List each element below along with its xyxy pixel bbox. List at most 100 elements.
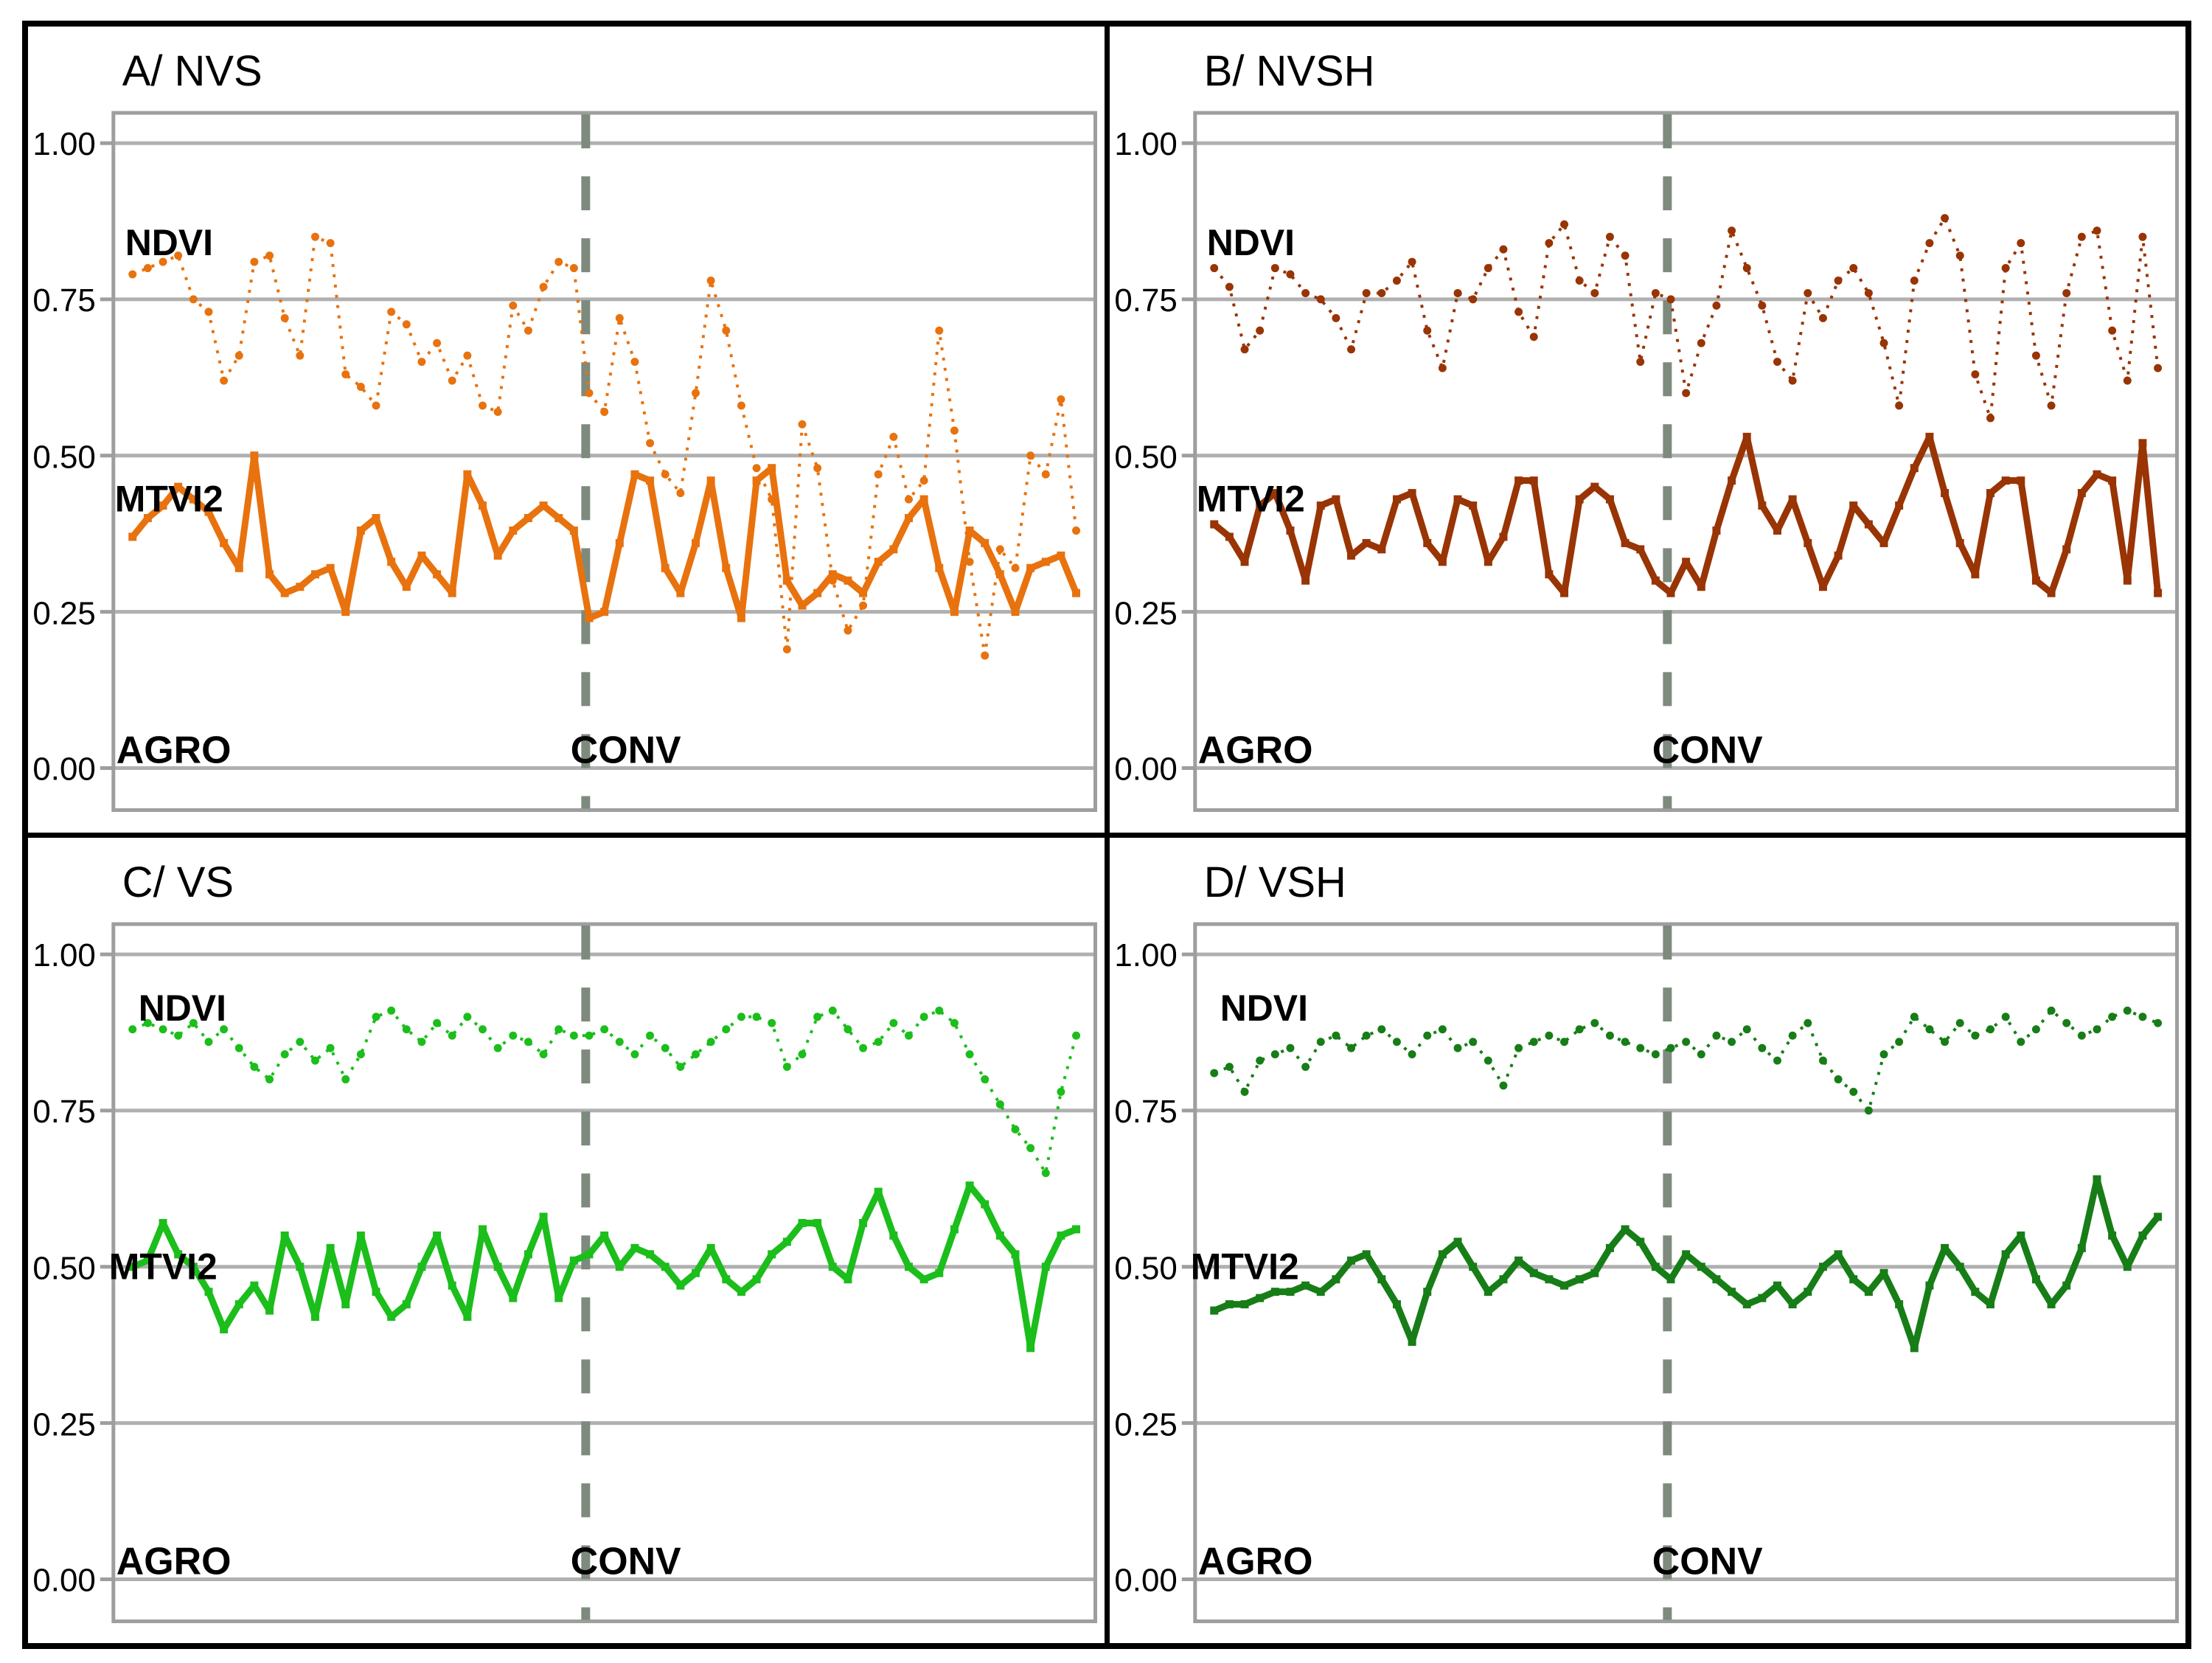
data-point [981, 1200, 990, 1209]
data-point [1240, 558, 1249, 566]
data-point [981, 651, 990, 660]
data-point [372, 1287, 380, 1296]
data-point [326, 563, 335, 572]
data-point [646, 1249, 655, 1258]
data-point [1757, 1044, 1766, 1052]
data-point [1057, 395, 1065, 404]
data-point [844, 576, 852, 585]
data-point [1848, 264, 1857, 273]
data-point [782, 1062, 791, 1071]
data-point [2138, 232, 2146, 241]
data-point [143, 1018, 152, 1027]
chart-grid-frame: A/ NVS 1.00 0.75 0.50 0.25 0.00 AGRO CON… [22, 21, 2191, 1649]
data-point [1484, 264, 1492, 273]
y-tick-label: 0.50 [32, 439, 95, 475]
data-point [1773, 1281, 1781, 1290]
data-point [706, 476, 715, 485]
data-point [1635, 1044, 1644, 1052]
series-label-mtvi2: MTVI2 [115, 478, 223, 519]
data-point [1468, 501, 1477, 510]
data-point [692, 389, 700, 397]
data-point [265, 570, 274, 579]
data-point [143, 1256, 152, 1265]
data-point [2123, 576, 2132, 585]
data-point [1605, 1031, 1614, 1040]
data-point [630, 1243, 639, 1252]
data-point [1057, 1087, 1065, 1096]
data-point [1041, 1168, 1050, 1177]
data-point [995, 545, 1004, 554]
data-point [2016, 476, 2025, 485]
data-point [1362, 1031, 1371, 1040]
data-point [1301, 576, 1310, 585]
data-point [493, 1262, 502, 1271]
data-point [265, 1306, 274, 1315]
data-point [280, 313, 289, 322]
data-point [1285, 270, 1294, 279]
series-label-ndvi: NDVI [1206, 222, 1294, 263]
data-point [722, 1274, 731, 1283]
data-point [509, 1294, 518, 1302]
data-point [2153, 1018, 2162, 1027]
data-point [1803, 538, 1812, 547]
data-point [1209, 520, 1218, 529]
data-point [1575, 276, 1584, 285]
data-point [2031, 576, 2040, 585]
data-point [1559, 220, 1568, 229]
data-point [752, 1012, 761, 1021]
data-point [1727, 226, 1736, 235]
data-point [1362, 538, 1371, 547]
data-point [1894, 501, 1903, 510]
data-point [737, 614, 745, 622]
data-point [1651, 1262, 1660, 1271]
data-point [493, 1044, 502, 1052]
data-point [1559, 589, 1568, 597]
data-point [1392, 495, 1401, 504]
data-point [1072, 526, 1081, 535]
data-point [1986, 1024, 1994, 1033]
data-point [387, 558, 396, 566]
data-point [646, 1031, 655, 1040]
data-point [1940, 489, 1949, 498]
data-point [828, 1006, 837, 1015]
data-point [2001, 1012, 2010, 1021]
data-point [1742, 432, 1751, 441]
data-point [189, 1018, 198, 1027]
data-point [798, 1049, 807, 1058]
data-point [1666, 295, 1675, 304]
data-point [1788, 1031, 1797, 1040]
data-point [1301, 1281, 1310, 1290]
data-point [676, 589, 685, 597]
data-point [1225, 1062, 1234, 1071]
data-point [1225, 1299, 1234, 1308]
y-tick-label: 1.00 [32, 126, 95, 162]
y-tick-label: 0.25 [1114, 595, 1177, 631]
data-point [1559, 1281, 1568, 1290]
data-point [356, 1049, 365, 1058]
data-point [737, 1287, 745, 1296]
data-point [1803, 1018, 1812, 1027]
data-point [265, 251, 274, 260]
data-point [1209, 1069, 1218, 1077]
data-point [600, 1231, 609, 1240]
data-point [310, 232, 319, 241]
data-point [310, 570, 319, 579]
data-point [479, 1224, 487, 1233]
data-point [782, 576, 791, 585]
data-point [1635, 358, 1644, 367]
data-point [1773, 526, 1781, 535]
data-point [1331, 313, 1340, 322]
data-point [356, 1231, 365, 1240]
data-point [554, 257, 563, 266]
data-point [874, 1037, 883, 1046]
data-point [1011, 563, 1020, 572]
data-point [935, 326, 944, 335]
data-point [1727, 1037, 1736, 1046]
data-point [813, 1012, 822, 1021]
data-point [1225, 532, 1234, 541]
data-point [2077, 1031, 2086, 1040]
data-point [1955, 1262, 1964, 1271]
data-point [1438, 558, 1447, 566]
data-point [2153, 589, 2162, 597]
panel-title: B/ NVSH [1203, 48, 1374, 95]
